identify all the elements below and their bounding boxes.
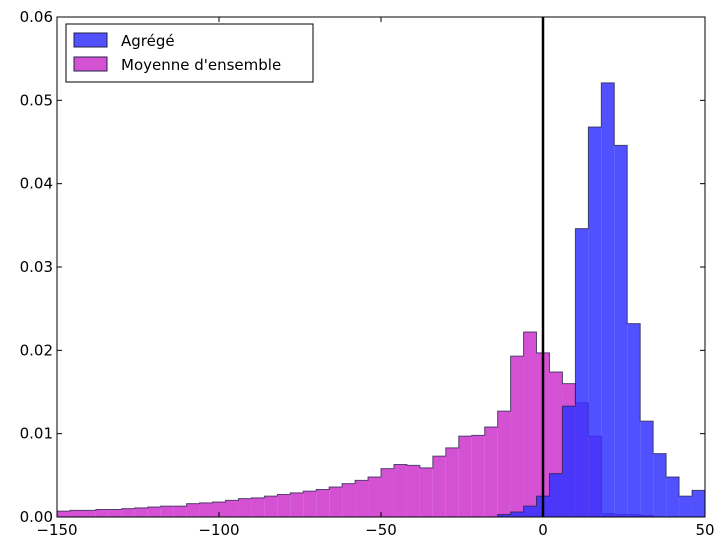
legend-label: Agrégé [121,32,175,50]
histogram-bar [510,512,524,517]
histogram-bar [160,506,174,517]
histogram-bar [510,356,524,517]
series-0 [57,331,654,517]
histogram-bar [523,506,537,517]
histogram-bar [238,498,252,517]
histogram-bar [186,503,200,517]
histogram-bar [368,477,381,517]
histogram-bar [562,406,576,517]
histogram-bar [225,500,239,517]
histogram-bar [588,127,602,517]
x-tick-label: −100 [198,521,239,539]
histogram-bar [679,496,693,517]
legend-label: Moyenne d'ensemble [121,56,281,74]
histogram-outline [57,331,654,517]
histogram-bar [264,496,278,517]
histogram-bar [523,332,537,517]
x-tick-label: 0 [538,521,548,539]
x-tick-label: 50 [695,521,714,539]
legend-swatch [73,56,108,72]
histogram-bar [316,489,330,517]
histogram-bar [199,502,213,517]
histogram-bar [445,447,459,517]
histogram-bar [303,491,317,517]
histogram-bar [419,467,433,517]
histogram-bar [614,145,628,517]
histogram-bar [355,480,369,517]
histogram-bar [277,494,291,517]
histogram-bar [666,477,680,517]
y-tick-label: 0.00 [20,508,53,526]
histogram-bar [497,411,511,517]
y-tick-label: 0.02 [20,341,53,359]
y-tick-label: 0.03 [20,258,53,276]
histogram-bar [406,465,420,517]
histogram-bar [484,427,498,517]
histogram-bar [705,502,716,517]
legend: Agrégé Moyenne d'ensemble [65,23,314,83]
histogram-bar [329,487,343,517]
legend-swatch [73,32,108,48]
histogram-bar [627,323,641,517]
y-tick-label: 0.06 [20,8,53,26]
histogram-bar [601,82,615,517]
histogram-bar [212,502,226,517]
histogram-bar [432,456,446,517]
histogram-bar [147,507,161,517]
histogram-bar [69,510,83,517]
histogram-bar [653,453,667,517]
histogram-bar [393,464,407,517]
histogram-bar [121,508,135,517]
y-tick-label: 0.05 [20,91,53,109]
histogram-bar [134,507,148,517]
y-tick-label: 0.01 [20,425,53,443]
histogram-bar [251,497,265,517]
histogram-bar [108,509,122,517]
histogram-bar [640,421,654,517]
histogram-bar [95,509,109,517]
histogram-bar [57,511,70,517]
histogram-bar [471,435,485,517]
histogram-bar [381,468,394,517]
x-tick-label: −150 [36,521,77,539]
histogram-bar [497,514,511,517]
axes: −150 −100 −50 0 50 0.00 0.01 0.02 0.03 0.04 0.05 0.… [20,8,715,539]
plot-area [57,17,716,517]
histogram-bar [82,510,96,517]
histogram-bar [342,483,356,517]
histogram-bar [549,473,563,517]
histogram-bar [575,228,589,517]
y-tick-label: 0.04 [20,175,53,193]
x-tick-label: −50 [365,521,397,539]
histogram-bar [692,490,705,517]
histogram-bar [173,506,187,517]
histogram-outline [497,82,705,517]
histogram-bar [290,492,304,517]
histogram-bar [458,436,472,517]
